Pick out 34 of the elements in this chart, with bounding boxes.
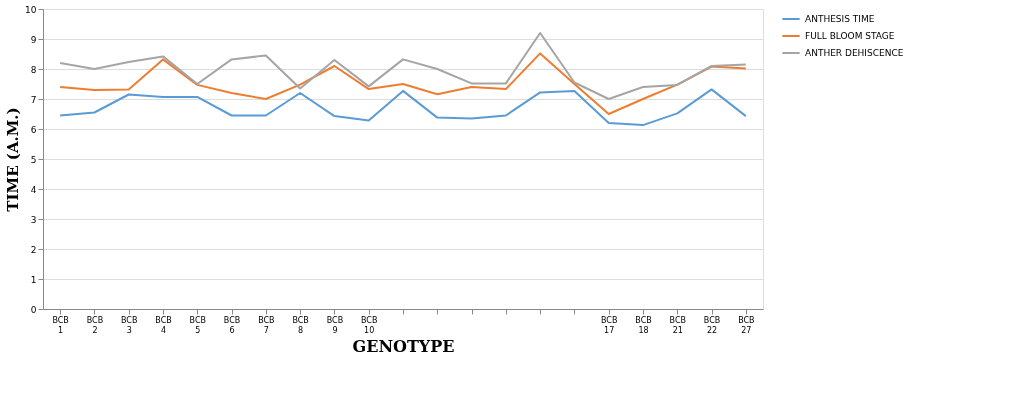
- x-tick-label: BCB 21: [669, 315, 686, 335]
- y-tick-label: 9: [30, 34, 37, 45]
- y-tick-label: 3: [30, 214, 37, 225]
- y-tick-label: 10: [25, 4, 37, 15]
- x-tick-label: BCB 27: [738, 315, 755, 335]
- y-axis-title: TIME (A.M.): [4, 107, 23, 212]
- x-tick-label: BCB 6: [223, 315, 241, 335]
- y-tick-label: 8: [30, 64, 37, 75]
- y-tick-label: 0: [30, 304, 37, 315]
- x-axis-title: GENOTYPE: [352, 336, 455, 356]
- legend-label: ANTHER DEHISCENCE: [805, 48, 904, 58]
- x-tick-label: BCB 5: [189, 315, 206, 335]
- line-series: [59, 52, 747, 115]
- x-tick-label: BCB 7: [258, 315, 275, 335]
- x-tick-label: BCB 18: [635, 315, 652, 335]
- y-tick-label: 7: [30, 94, 37, 105]
- line-series: [59, 32, 747, 100]
- x-tick-label: BCB 9: [326, 315, 344, 335]
- y-tick-label: 6: [30, 124, 37, 135]
- y-tick-label: 5: [30, 154, 37, 165]
- y-tick-label: 1: [30, 274, 37, 285]
- x-tick-label: BCB 4: [155, 315, 172, 335]
- x-tick-label: BCB 17: [601, 315, 618, 335]
- x-tick-label: BCB 1: [52, 315, 69, 335]
- x-tick-label: BCB 8: [292, 315, 309, 335]
- x-tick-label: BCB 3: [121, 315, 138, 335]
- x-tick-label: BCB 10: [361, 315, 378, 335]
- y-tick-label: 2: [30, 244, 37, 255]
- x-tick-label: BCB 2: [86, 315, 104, 335]
- legend-label: ANTHESIS TIME: [805, 14, 875, 24]
- legend-label: FULL BLOOM STAGE: [805, 31, 895, 41]
- x-tick-label: BCB 22: [703, 315, 721, 335]
- line-series: [59, 88, 747, 127]
- y-tick-label: 4: [30, 184, 37, 195]
